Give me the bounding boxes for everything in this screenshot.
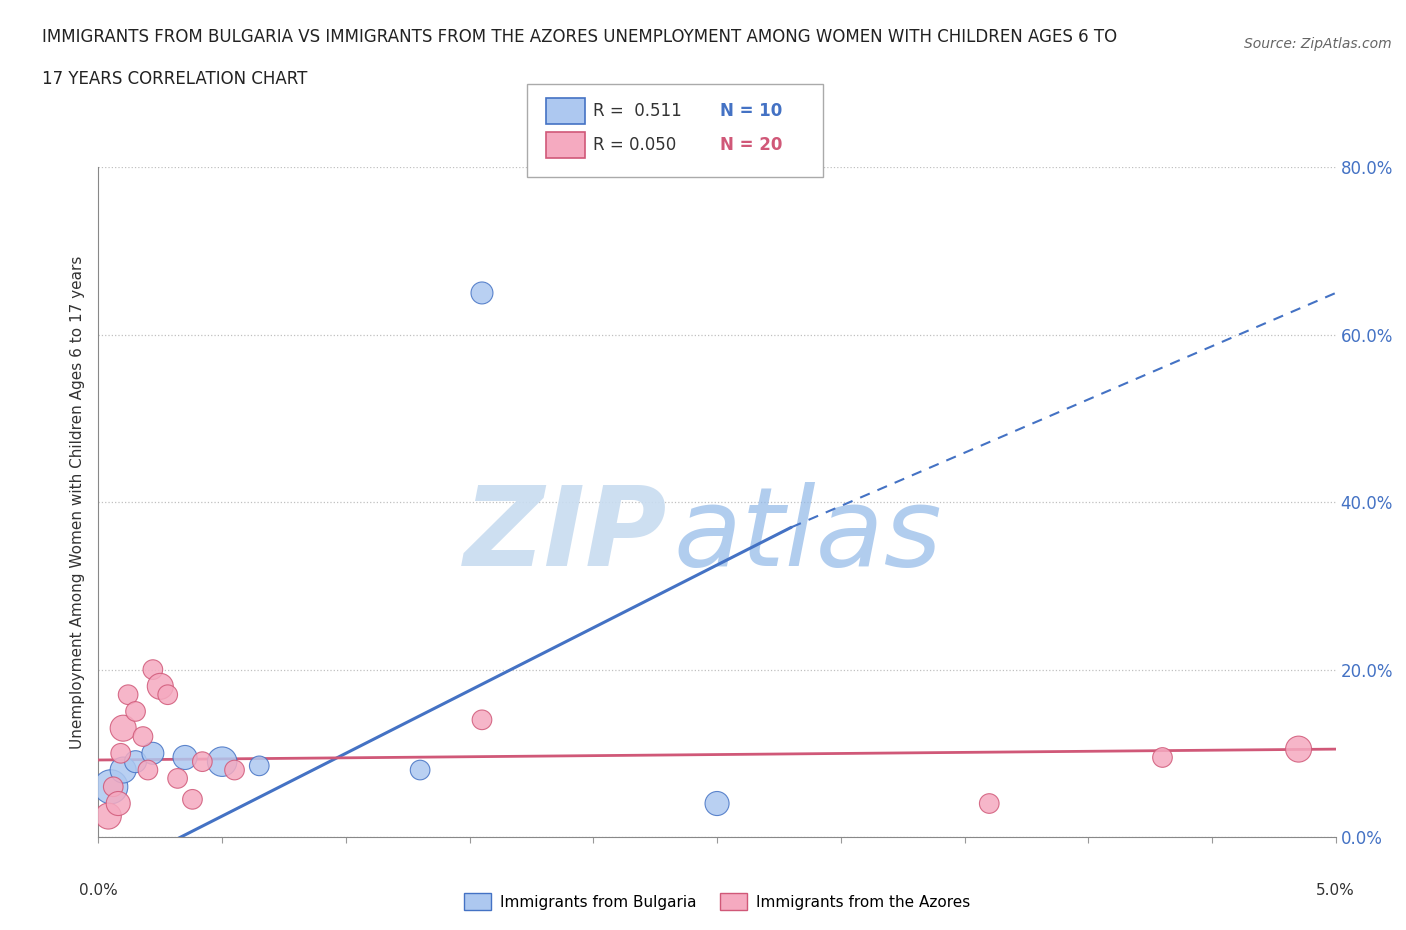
Point xyxy=(142,662,165,677)
Point xyxy=(110,746,132,761)
Text: 17 YEARS CORRELATION CHART: 17 YEARS CORRELATION CHART xyxy=(42,70,308,87)
Text: R = 0.050: R = 0.050 xyxy=(593,136,676,154)
Point xyxy=(112,763,135,777)
Point xyxy=(97,809,120,824)
Point xyxy=(100,779,122,794)
Y-axis label: Unemployment Among Women with Children Ages 6 to 17 years: Unemployment Among Women with Children A… xyxy=(69,256,84,749)
Text: N = 20: N = 20 xyxy=(720,136,782,154)
Point xyxy=(142,746,165,761)
Text: ZIP: ZIP xyxy=(464,482,668,590)
Text: 5.0%: 5.0% xyxy=(1316,884,1355,898)
Point xyxy=(979,796,1001,811)
Text: atlas: atlas xyxy=(673,482,942,590)
Point xyxy=(247,759,270,774)
Point xyxy=(124,704,146,719)
Point xyxy=(132,729,155,744)
Point xyxy=(471,712,494,727)
Text: Source: ZipAtlas.com: Source: ZipAtlas.com xyxy=(1244,37,1392,51)
Point xyxy=(211,754,233,769)
Point xyxy=(117,687,139,702)
Point xyxy=(1288,742,1310,757)
Point xyxy=(107,796,129,811)
Text: IMMIGRANTS FROM BULGARIA VS IMMIGRANTS FROM THE AZORES UNEMPLOYMENT AMONG WOMEN : IMMIGRANTS FROM BULGARIA VS IMMIGRANTS F… xyxy=(42,28,1118,46)
Text: 0.0%: 0.0% xyxy=(79,884,118,898)
Text: N = 10: N = 10 xyxy=(720,101,782,120)
Point xyxy=(409,763,432,777)
Point xyxy=(1152,750,1174,764)
Point xyxy=(191,754,214,769)
Point xyxy=(124,754,146,769)
Point xyxy=(149,679,172,694)
Point xyxy=(174,750,197,764)
Point xyxy=(706,796,728,811)
Text: R =  0.511: R = 0.511 xyxy=(593,101,682,120)
Point xyxy=(471,286,494,300)
Point xyxy=(166,771,188,786)
Point xyxy=(156,687,179,702)
Point xyxy=(181,792,204,807)
Point xyxy=(136,763,159,777)
Legend: Immigrants from Bulgaria, Immigrants from the Azores: Immigrants from Bulgaria, Immigrants fro… xyxy=(457,886,977,916)
Point xyxy=(103,779,125,794)
Point xyxy=(112,721,135,736)
Point xyxy=(224,763,246,777)
